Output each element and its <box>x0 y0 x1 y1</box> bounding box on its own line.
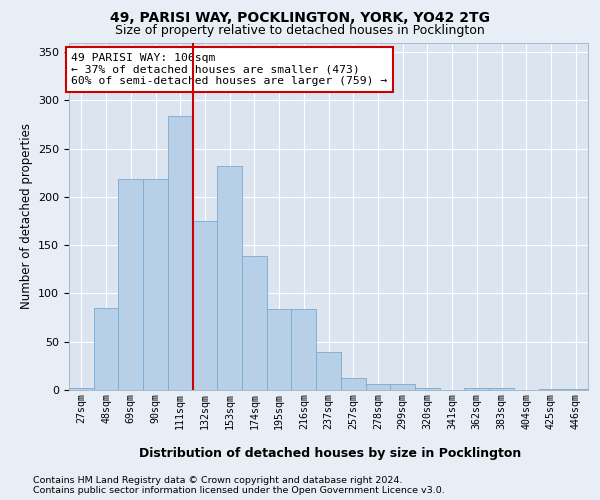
Bar <box>168 116 193 390</box>
Bar <box>316 352 341 390</box>
Text: Contains public sector information licensed under the Open Government Licence v3: Contains public sector information licen… <box>33 486 445 495</box>
Text: Contains HM Land Registry data © Crown copyright and database right 2024.: Contains HM Land Registry data © Crown c… <box>33 476 403 485</box>
Bar <box>242 256 267 390</box>
Y-axis label: Number of detached properties: Number of detached properties <box>20 123 32 309</box>
Bar <box>267 309 292 390</box>
Bar <box>563 389 588 390</box>
Bar <box>118 178 143 390</box>
Bar <box>365 384 390 390</box>
Bar <box>489 388 514 390</box>
Bar <box>69 388 94 390</box>
Bar <box>143 178 168 390</box>
Bar <box>539 389 563 390</box>
Bar <box>94 308 118 390</box>
Bar <box>415 388 440 390</box>
Bar <box>193 221 217 390</box>
Text: 49, PARISI WAY, POCKLINGTON, YORK, YO42 2TG: 49, PARISI WAY, POCKLINGTON, YORK, YO42 … <box>110 11 490 25</box>
Bar <box>217 166 242 390</box>
Bar <box>390 384 415 390</box>
Text: 49 PARISI WAY: 106sqm
← 37% of detached houses are smaller (473)
60% of semi-det: 49 PARISI WAY: 106sqm ← 37% of detached … <box>71 53 388 86</box>
Text: Size of property relative to detached houses in Pocklington: Size of property relative to detached ho… <box>115 24 485 37</box>
Bar <box>464 388 489 390</box>
Text: Distribution of detached houses by size in Pocklington: Distribution of detached houses by size … <box>139 448 521 460</box>
Bar <box>292 309 316 390</box>
Bar <box>341 378 365 390</box>
